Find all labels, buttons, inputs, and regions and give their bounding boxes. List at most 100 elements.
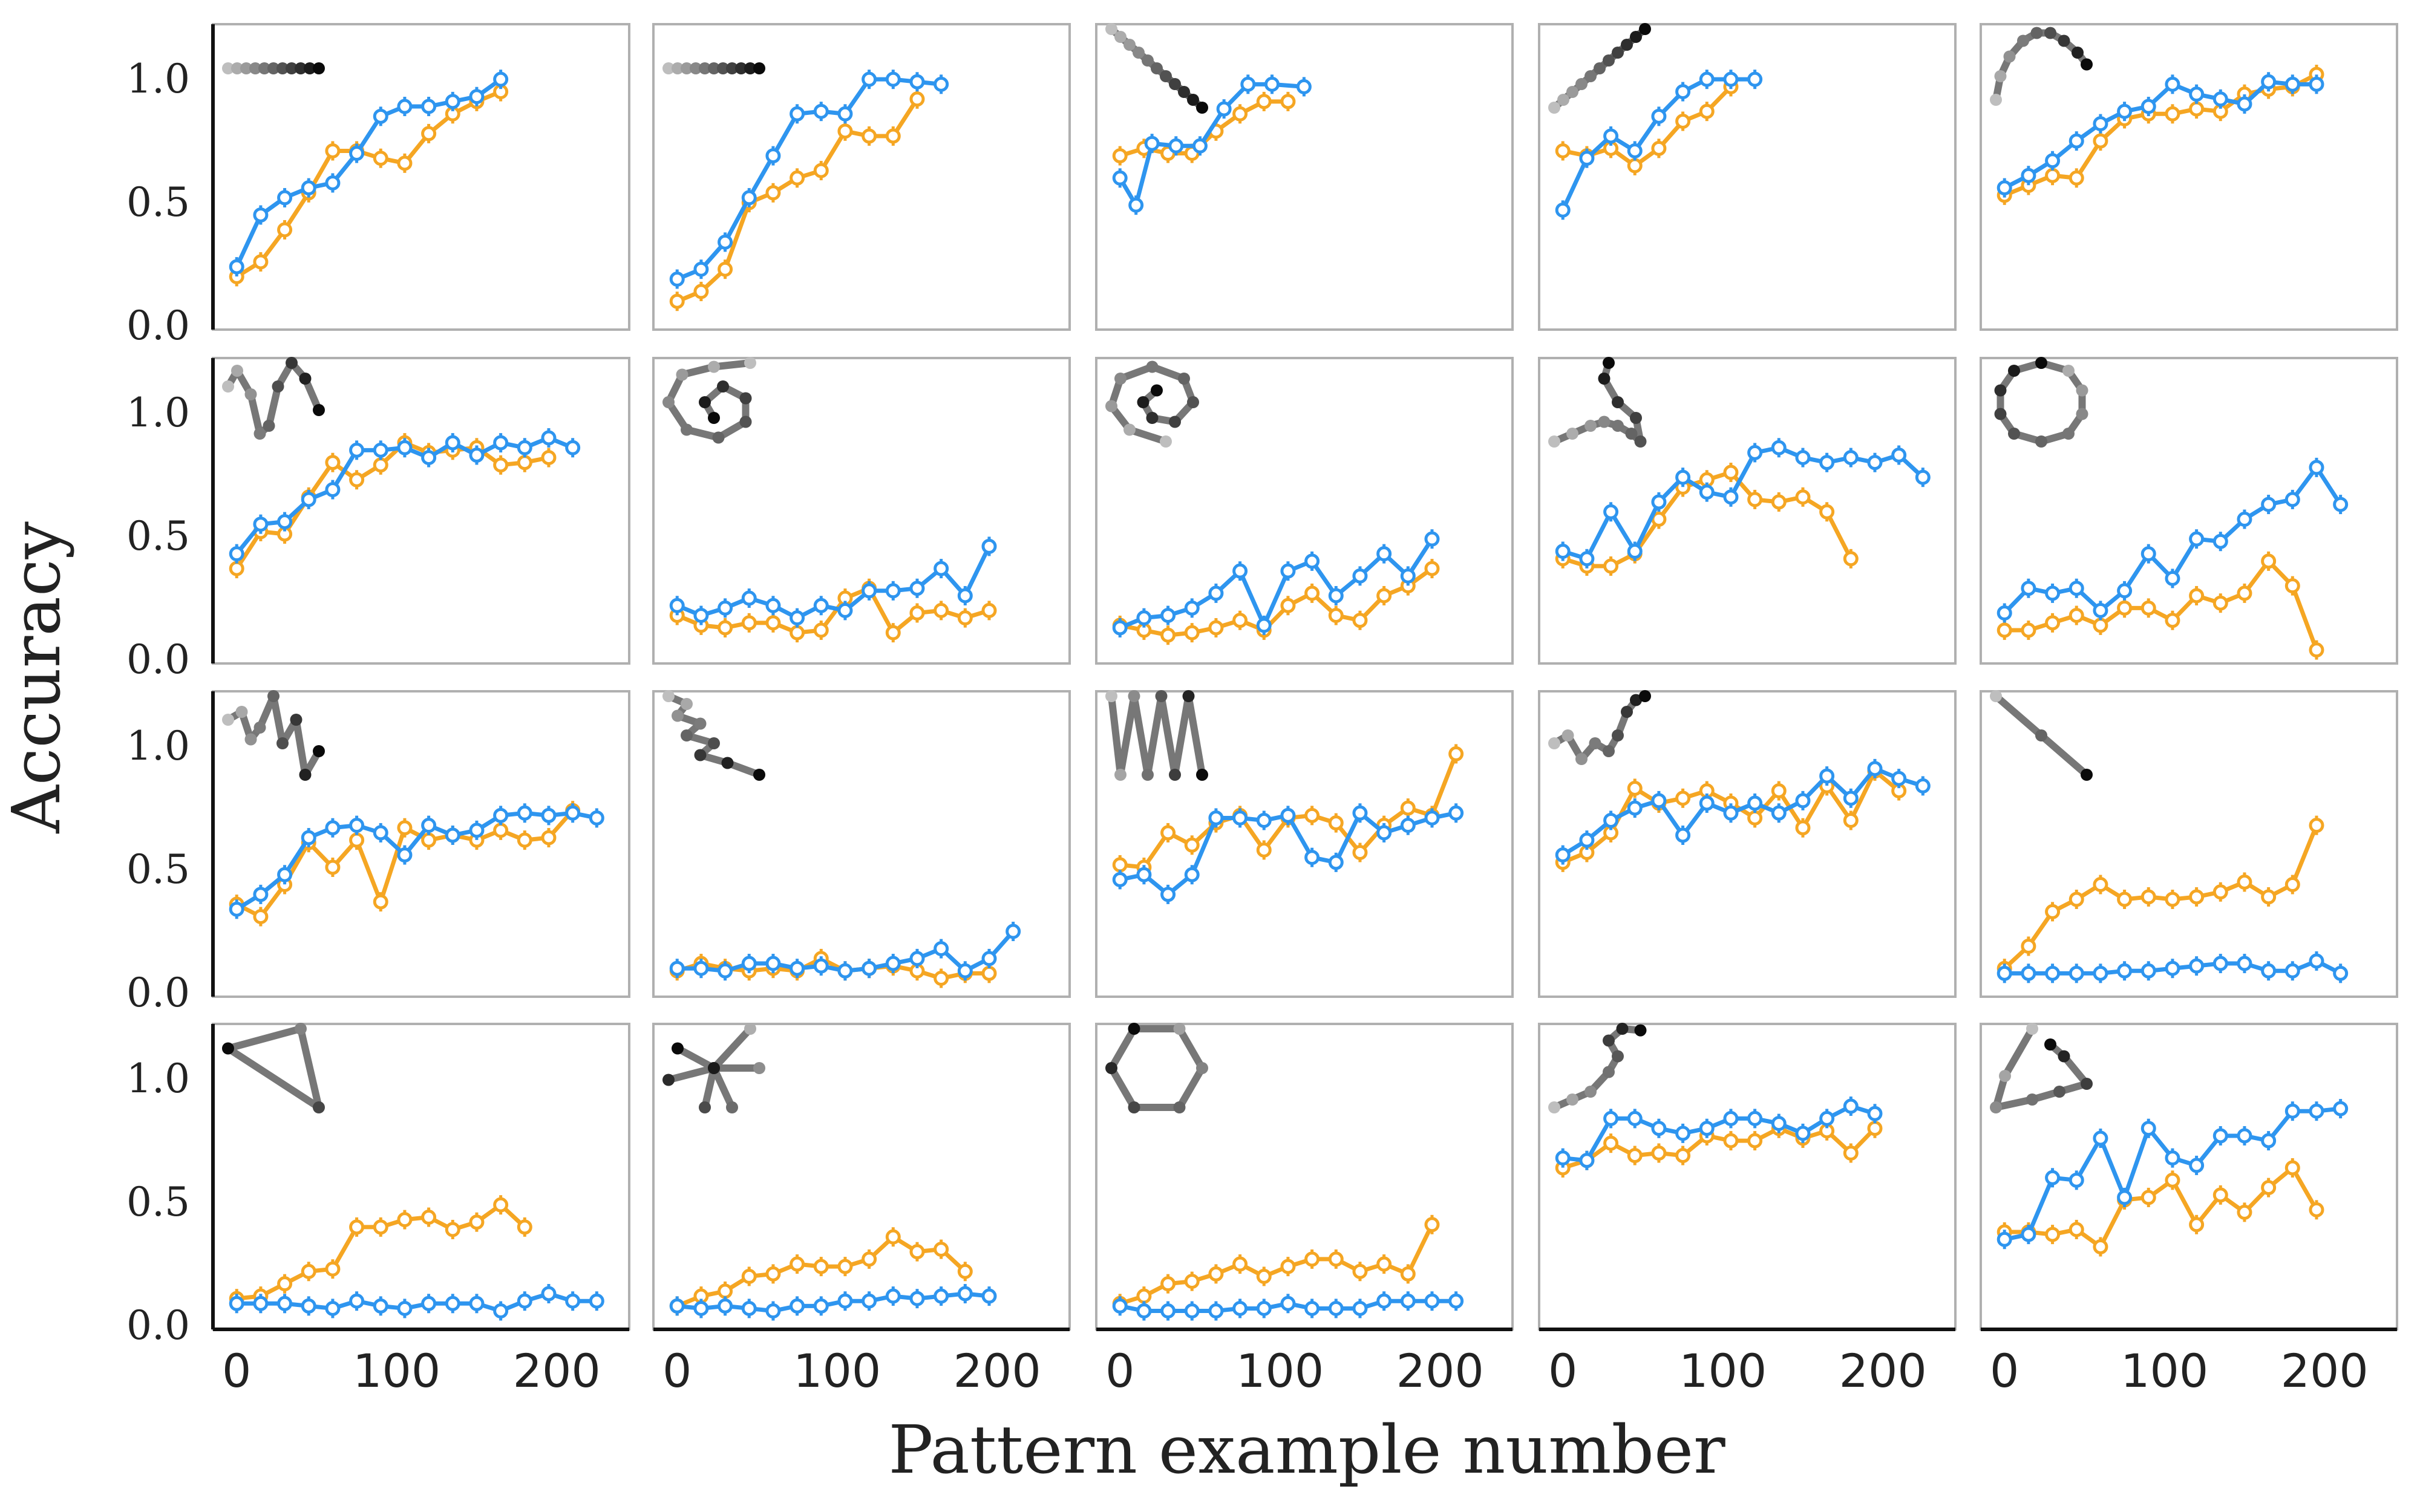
pattern-dot — [721, 757, 734, 769]
orange-data-point — [517, 1219, 532, 1235]
blue-series — [669, 536, 997, 628]
blue-series — [1555, 758, 1931, 865]
pattern-dot — [681, 62, 693, 74]
blue-data-point — [1376, 825, 1392, 841]
blue-data-point — [909, 74, 925, 90]
blue-data-point — [1675, 827, 1691, 843]
pattern-dot — [1612, 420, 1624, 432]
pattern-dot — [681, 698, 693, 710]
blue-data-point — [957, 963, 973, 979]
pattern-dot — [2017, 34, 2029, 47]
y-tick-label: 0.5 — [126, 513, 190, 559]
panel-4 — [1538, 23, 1957, 331]
panels-layer — [212, 23, 2398, 1331]
orange-data-point — [1256, 842, 1272, 858]
blue-data-point — [1579, 1153, 1595, 1168]
orange-data-point — [909, 91, 925, 107]
blue-data-point — [229, 546, 244, 562]
blue-data-point — [934, 941, 949, 957]
blue-data-point — [1352, 1300, 1368, 1316]
blue-data-point — [1699, 1121, 1715, 1136]
panel-20 — [1980, 1023, 2398, 1331]
pattern-dot — [313, 62, 325, 74]
orange-data-point — [885, 1229, 901, 1245]
blue-data-point — [1216, 101, 1232, 117]
blue-data-point — [1192, 138, 1208, 154]
blue-series — [1996, 951, 2349, 983]
orange-data-point — [1280, 1259, 1296, 1274]
pattern-dot — [2062, 365, 2075, 377]
pattern-dot — [263, 420, 275, 432]
pattern-dot — [1639, 690, 1651, 702]
blue-data-point — [1144, 135, 1160, 151]
blue-data-point — [1136, 867, 1152, 882]
blue-data-point — [2045, 965, 2061, 981]
panel-frame — [1980, 357, 2398, 665]
orange-data-point — [2212, 1187, 2228, 1203]
blue-data-point — [2261, 74, 2277, 90]
pattern-dot — [753, 1062, 765, 1074]
blue-data-point — [2284, 492, 2300, 507]
blue-series — [1996, 72, 2324, 198]
blue-data-point — [1723, 1110, 1739, 1126]
blue-data-point — [2333, 1101, 2349, 1116]
blue-data-point — [813, 1298, 829, 1314]
orange-data-point — [2165, 891, 2180, 907]
blue-data-point — [1184, 1303, 1200, 1319]
pattern-dot — [1133, 47, 1145, 59]
blue-series — [1996, 457, 2349, 623]
blue-data-point — [1867, 761, 1883, 777]
blue-data-point — [229, 1295, 244, 1311]
orange-data-point — [1304, 1251, 1320, 1267]
panel-frame — [652, 1023, 1071, 1331]
orange-data-point — [2261, 889, 2277, 905]
orange-series — [1996, 815, 2324, 979]
pattern-stroke — [665, 1025, 763, 1111]
pattern-dot — [1616, 1023, 1629, 1035]
pattern-dot — [222, 714, 234, 726]
blue-data-point — [669, 272, 685, 287]
orange-data-point — [2093, 877, 2108, 893]
y-tick-label: 1.0 — [126, 389, 190, 436]
pattern-dot — [1105, 23, 1117, 35]
blue-series — [1112, 74, 1312, 215]
orange-data-point — [1328, 815, 1344, 831]
panel-16 — [212, 1023, 630, 1331]
panel-frame — [1538, 357, 1957, 665]
blue-data-point — [1651, 1121, 1667, 1136]
blue-data-point — [253, 207, 269, 223]
blue-data-point — [1256, 813, 1272, 829]
blue-data-point — [2237, 96, 2252, 112]
blue-series — [669, 70, 949, 289]
pattern-dot — [2076, 384, 2088, 397]
blue-data-point — [1891, 448, 1907, 463]
orange-data-point — [1843, 551, 1859, 567]
blue-data-point — [397, 440, 413, 455]
pattern-dot — [1105, 1062, 1117, 1074]
blue-data-point — [693, 608, 709, 624]
pattern-dot — [739, 415, 752, 428]
blue-data-point — [301, 830, 316, 846]
pattern-dot — [2008, 365, 2020, 377]
pattern-dot — [1187, 94, 1199, 106]
blue-data-point — [669, 960, 685, 976]
blue-data-point — [277, 514, 293, 530]
blue-data-point — [862, 583, 877, 599]
blue-data-point — [2021, 1227, 2036, 1242]
blue-data-point — [885, 1288, 901, 1304]
orange-data-point — [1651, 140, 1667, 156]
blue-series — [1112, 1291, 1464, 1321]
pattern-dot — [739, 392, 752, 405]
orange-data-point — [2284, 877, 2300, 893]
blue-data-point — [1448, 1293, 1464, 1309]
orange-data-point — [1795, 820, 1811, 836]
blue-data-point — [765, 1303, 781, 1319]
blue-data-point — [837, 602, 853, 618]
orange-data-point — [1352, 845, 1368, 861]
pattern-dot — [244, 388, 257, 400]
pattern-dot — [231, 62, 243, 74]
orange-data-point — [1424, 1217, 1440, 1233]
orange-data-point — [2140, 1190, 2156, 1205]
blue-data-point — [1112, 872, 1128, 887]
orange-data-point — [1448, 746, 1464, 761]
